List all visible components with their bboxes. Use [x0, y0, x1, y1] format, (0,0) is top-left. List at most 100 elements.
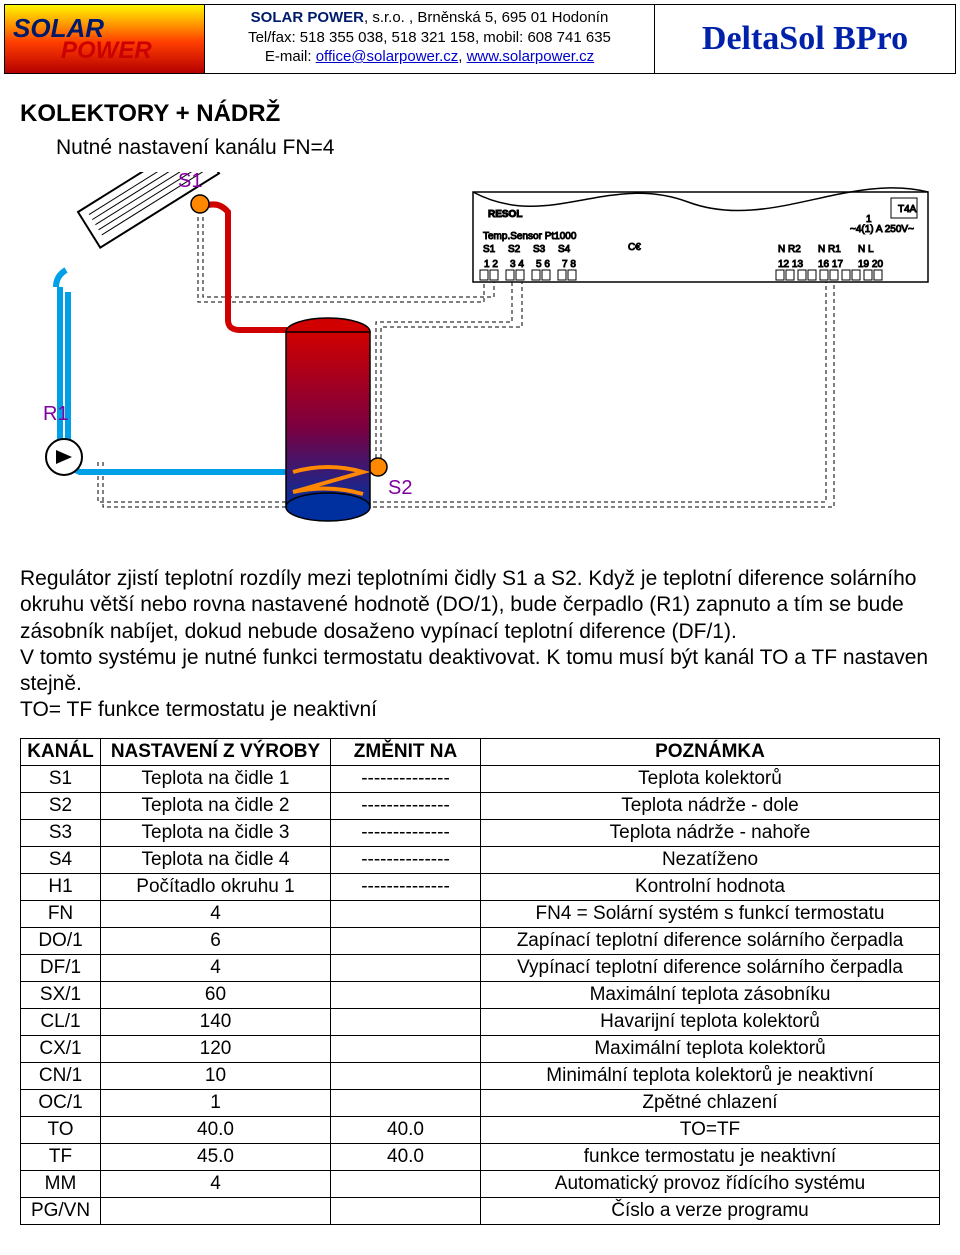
pipe-hot — [203, 204, 308, 330]
cell-nastaveni: 4 — [101, 900, 331, 927]
svg-text:T4A: T4A — [898, 204, 917, 215]
cell-kanal: S4 — [21, 846, 101, 873]
section-subtitle: Nutné nastavení kanálu FN=4 — [56, 136, 940, 160]
col-zmenit: ZMĚNIT NA — [331, 738, 481, 765]
table-row: MM4 Automatický provoz řídícího systému — [21, 1170, 940, 1197]
product-title: DeltaSol BPro — [655, 5, 955, 73]
pump-r1 — [46, 439, 82, 475]
body-paragraph: Regulátor zjistí teplotní rozdíly mezi t… — [20, 566, 940, 724]
cell-nastaveni: Teplota na čidle 3 — [101, 819, 331, 846]
table-row: FN4 FN4 = Solární systém s funkcí termost… — [21, 900, 940, 927]
cell-zmenit — [331, 900, 481, 927]
cell-nastaveni: 120 — [101, 1035, 331, 1062]
company-name-suffix: , s.r.o. , Brněnská 5, 695 01 Hodonín — [364, 9, 608, 26]
email-link[interactable]: office@solarpower.cz — [316, 48, 459, 65]
svg-text:S1: S1 — [483, 244, 496, 255]
cell-zmenit — [331, 954, 481, 981]
cell-poznamka: Nezatíženo — [481, 846, 940, 873]
company-telfax: Tel/fax: 518 355 038, 518 321 158, mobil… — [213, 28, 646, 48]
cell-kanal: DO/1 — [21, 927, 101, 954]
table-row: S2Teplota na čidle 2--------------Teplot… — [21, 792, 940, 819]
svg-text:S2: S2 — [508, 244, 521, 255]
cell-kanal: CX/1 — [21, 1035, 101, 1062]
label-s1: S1 — [178, 172, 202, 192]
cell-zmenit: -------------- — [331, 819, 481, 846]
cell-poznamka: Automatický provoz řídícího systému — [481, 1170, 940, 1197]
label-r1: R1 — [43, 403, 69, 425]
cell-poznamka: Havarijní teplota kolektorů — [481, 1008, 940, 1035]
cell-nastaveni: 40.0 — [101, 1116, 331, 1143]
cell-kanal: DF/1 — [21, 954, 101, 981]
svg-text:C€: C€ — [628, 242, 641, 253]
cell-poznamka: Teplota nádrže - dole — [481, 792, 940, 819]
cell-kanal: TO — [21, 1116, 101, 1143]
email-mid: , — [458, 48, 466, 65]
cell-kanal: PG/VN — [21, 1197, 101, 1224]
company-contact: SOLAR POWER, s.r.o. , Brněnská 5, 695 01… — [205, 5, 655, 73]
svg-text:1 2: 1 2 — [484, 259, 498, 270]
cell-zmenit: 40.0 — [331, 1116, 481, 1143]
cell-kanal: S3 — [21, 819, 101, 846]
col-poznamka: POZNÁMKA — [481, 738, 940, 765]
sensor-s2 — [369, 458, 387, 476]
table-row: SX/160Maximální teplota zásobníku — [21, 981, 940, 1008]
svg-text:12 13: 12 13 — [778, 259, 803, 270]
table-row: DF/14Vypínací teplotní diference solární… — [21, 954, 940, 981]
cell-zmenit — [331, 1035, 481, 1062]
svg-text:S4: S4 — [558, 244, 571, 255]
cell-kanal: CL/1 — [21, 1008, 101, 1035]
svg-text:S3: S3 — [533, 244, 546, 255]
cell-zmenit — [331, 1008, 481, 1035]
controller-board: S1S2S3S4 1 23 45 67 8 N R2N R1N L 12 131… — [473, 188, 928, 282]
cell-zmenit — [331, 1062, 481, 1089]
svg-text:N L: N L — [858, 244, 874, 255]
company-name-red: POWER — [307, 9, 364, 26]
cell-poznamka: Minimální teplota kolektorů je neaktivní — [481, 1062, 940, 1089]
svg-text:5 6: 5 6 — [536, 259, 550, 270]
table-row: OC/11Zpětné chlazení — [21, 1089, 940, 1116]
svg-text:Temp.Sensor Pt1000: Temp.Sensor Pt1000 — [483, 231, 577, 242]
cell-poznamka: Teplota nádrže - nahoře — [481, 819, 940, 846]
cell-zmenit: -------------- — [331, 846, 481, 873]
company-name-prefix: SOLAR — [251, 9, 308, 26]
table-row: S1Teplota na čidle 1--------------Teplot… — [21, 765, 940, 792]
cell-nastaveni: Počítadlo okruhu 1 — [101, 873, 331, 900]
table-row: CX/1120 Maximální teplota kolektorů — [21, 1035, 940, 1062]
svg-text:N R2: N R2 — [778, 244, 801, 255]
cell-poznamka: FN4 = Solární systém s funkcí termostatu — [481, 900, 940, 927]
cell-kanal: S1 — [21, 765, 101, 792]
cell-nastaveni: 1 — [101, 1089, 331, 1116]
company-logo: SOLAR POWER — [5, 5, 205, 73]
sensor-s1 — [191, 195, 209, 213]
cell-nastaveni: 4 — [101, 1170, 331, 1197]
table-row: CL/1140 Havarijní teplota kolektorů — [21, 1008, 940, 1035]
cell-zmenit — [331, 1197, 481, 1224]
cell-kanal: OC/1 — [21, 1089, 101, 1116]
col-kanal: KANÁL — [21, 738, 101, 765]
label-s2: S2 — [388, 477, 412, 499]
cell-zmenit: 40.0 — [331, 1143, 481, 1170]
logo-line2: POWER — [13, 40, 196, 62]
table-row: H1Počítadlo okruhu 1--------------Kontro… — [21, 873, 940, 900]
cell-poznamka: Maximální teplota kolektorů — [481, 1035, 940, 1062]
cell-zmenit — [331, 1170, 481, 1197]
svg-text:N R1: N R1 — [818, 244, 841, 255]
cell-kanal: MM — [21, 1170, 101, 1197]
cell-kanal: TF — [21, 1143, 101, 1170]
table-row: PG/VNČíslo a verze programu — [21, 1197, 940, 1224]
cell-poznamka: Zapínací teplotní diference solárního če… — [481, 927, 940, 954]
svg-text:RESOL: RESOL — [488, 209, 522, 220]
cell-zmenit: -------------- — [331, 765, 481, 792]
cell-poznamka: Vypínací teplotní diference solárního če… — [481, 954, 940, 981]
website-link[interactable]: www.solarpower.cz — [467, 48, 595, 65]
cell-zmenit — [331, 1089, 481, 1116]
table-row: TO40.040.0TO=TF — [21, 1116, 940, 1143]
cell-zmenit: -------------- — [331, 792, 481, 819]
svg-text:19 20: 19 20 — [858, 259, 883, 270]
table-row: S3Teplota na čidle 3--------------Teplot… — [21, 819, 940, 846]
cell-nastaveni: 140 — [101, 1008, 331, 1035]
storage-tank — [286, 318, 370, 521]
cell-nastaveni: 60 — [101, 981, 331, 1008]
cell-kanal: FN — [21, 900, 101, 927]
cell-nastaveni: Teplota na čidle 1 — [101, 765, 331, 792]
